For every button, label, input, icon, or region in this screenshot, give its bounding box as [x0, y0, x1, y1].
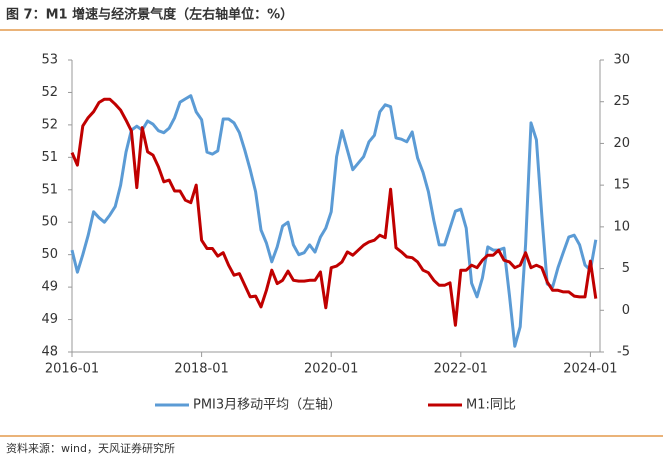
- x-tick-label: 2016-01: [45, 362, 99, 377]
- legend-label: PMI3月移动平均（左轴）: [193, 398, 341, 413]
- series-line: [70, 94, 598, 348]
- chart-title: 图 7：M1 增速与经济景气度（左右轴单位：%）: [6, 7, 293, 23]
- x-tick-label: 2020-01: [304, 362, 358, 377]
- x-tick-label: 2024-01: [563, 362, 617, 377]
- y2-tick-label: 30: [613, 53, 630, 68]
- y-tick-label: 51: [41, 150, 58, 165]
- y2-tick-label: -5: [617, 345, 630, 360]
- y2-tick-label: 5: [622, 261, 630, 276]
- y-tick-label: 51: [41, 182, 58, 197]
- y2-tick-label: 20: [613, 136, 630, 151]
- y2-tick-label: 10: [613, 219, 630, 234]
- x-tick-label: 2018-01: [174, 362, 228, 377]
- series-line: [70, 97, 598, 327]
- y-tick-label: 53: [41, 53, 58, 68]
- y-tick-label: 49: [41, 280, 58, 295]
- y-tick-label: 50: [41, 247, 58, 262]
- y-tick-label: 52: [41, 117, 58, 132]
- y-tick-label: 52: [41, 85, 58, 100]
- source: 资料来源：wind，天风证券研究所: [6, 441, 175, 455]
- legend-label: M1:同比: [466, 398, 516, 413]
- y-tick-label: 49: [41, 312, 58, 327]
- x-tick-label: 2022-01: [434, 362, 488, 377]
- y2-tick-label: 15: [613, 178, 630, 193]
- y-tick-label: 48: [41, 345, 58, 360]
- y2-tick-label: 25: [613, 94, 630, 109]
- y2-tick-label: 0: [622, 303, 630, 318]
- y-tick-label: 50: [41, 215, 58, 230]
